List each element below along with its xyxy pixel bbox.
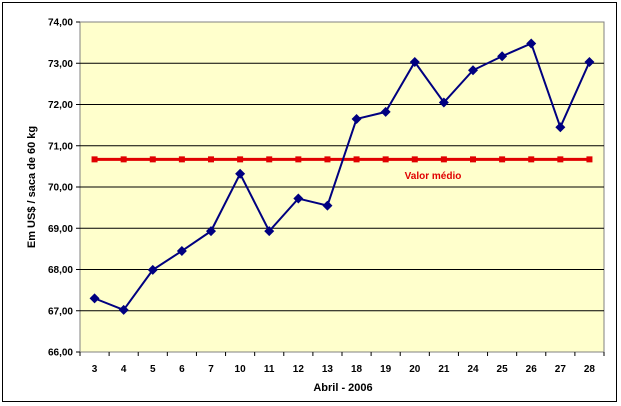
average-marker: [440, 156, 447, 163]
y-tick-label: 67,00: [48, 306, 73, 317]
average-marker: [528, 156, 535, 163]
x-tick-label: 6: [179, 364, 185, 375]
x-tick-label: 5: [150, 364, 156, 375]
average-marker: [324, 156, 331, 163]
x-tick-label: 12: [293, 364, 305, 375]
y-tick-label: 74,00: [48, 18, 73, 29]
x-tick-label: 11: [264, 364, 275, 375]
x-tick-label: 25: [497, 364, 509, 375]
x-axis-ticks: 3 4 5 6 7 10 11 12 13 18 19 20 21 24 25 26 27 28: [79, 352, 605, 375]
y-tick-label: 66,00: [48, 348, 73, 359]
average-marker: [149, 156, 156, 163]
average-marker: [557, 156, 564, 163]
y-tick-label: 70,00: [48, 183, 73, 194]
series-layer: [89, 38, 595, 315]
average-marker: [295, 156, 302, 163]
price-marker: [380, 106, 391, 117]
x-tick-label: 28: [584, 364, 596, 375]
y-tick-label: 69,00: [48, 224, 73, 235]
price-marker: [293, 193, 304, 204]
x-tick-label: 4: [121, 364, 127, 375]
x-tick-label: 20: [409, 364, 421, 375]
average-marker: [120, 156, 127, 163]
price-marker: [264, 226, 275, 237]
average-marker: [266, 156, 273, 163]
price-marker: [235, 168, 246, 179]
price-marker: [497, 51, 508, 62]
x-tick-label: 7: [208, 364, 214, 375]
price-marker: [176, 245, 187, 256]
average-marker: [382, 156, 389, 163]
average-marker: [91, 156, 98, 163]
price-marker: [526, 38, 537, 49]
x-tick-label: 18: [351, 364, 363, 375]
price-marker: [555, 122, 566, 133]
y-tick-label: 73,00: [48, 59, 73, 70]
x-tick-label: 26: [526, 364, 538, 375]
series-line-price: [94, 42, 591, 312]
average-marker: [353, 156, 360, 163]
grid-lines: [80, 62, 604, 312]
x-tick-label: 21: [438, 364, 450, 375]
y-tick-label: 68,00: [48, 265, 73, 276]
price-marker: [468, 65, 478, 76]
x-tick-label: 3: [92, 364, 98, 375]
price-marker: [322, 200, 333, 211]
y-axis-title: Em US$ / saca de 60 kg: [26, 126, 38, 248]
price-marker: [147, 264, 158, 275]
y-tick-label: 71,00: [48, 141, 73, 152]
price-marker: [206, 226, 216, 237]
x-tick-label: 10: [235, 364, 247, 375]
y-axis-ticks: 66,00 67,00 68,00 69,00 70,00 71,00 72,00 73,00…: [48, 18, 80, 359]
y-tick-label: 72,00: [48, 100, 73, 111]
price-marker: [118, 304, 129, 315]
price-marker: [351, 113, 362, 124]
average-marker: [470, 156, 476, 163]
x-tick-label: 13: [322, 364, 334, 375]
average-line-label: Valor médio: [405, 171, 462, 182]
price-marker: [438, 97, 449, 108]
average-marker: [178, 156, 185, 163]
average-marker: [411, 156, 418, 163]
average-marker: [237, 156, 244, 163]
price-marker: [584, 57, 595, 68]
x-axis-title: Abril - 2006: [313, 382, 372, 394]
average-marker: [586, 156, 593, 163]
average-marker: [208, 156, 214, 163]
x-tick-label: 19: [380, 364, 392, 375]
x-tick-label: 27: [555, 364, 567, 375]
price-marker: [89, 293, 100, 304]
x-tick-label: 24: [467, 364, 479, 375]
price-marker: [409, 57, 420, 68]
average-marker: [499, 156, 506, 163]
